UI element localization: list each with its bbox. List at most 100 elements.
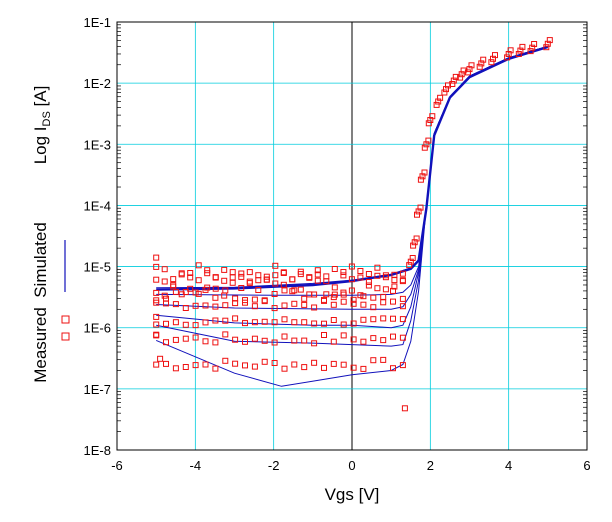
measured-point: [153, 289, 160, 296]
measured-point: [202, 302, 209, 309]
measured-point: [246, 278, 253, 285]
measured-point: [192, 362, 199, 369]
measured-point: [182, 321, 189, 328]
measured-point: [365, 282, 372, 289]
measured-point: [515, 51, 522, 57]
measured-point: [531, 41, 538, 47]
measured-point: [170, 282, 177, 289]
measured-point: [272, 262, 279, 269]
y-tick-label: 1E-2: [84, 76, 111, 91]
measured-point: [468, 62, 475, 69]
measured-point: [301, 364, 308, 371]
measured-point: [410, 242, 417, 249]
measured-point: [172, 301, 179, 308]
measured-point: [340, 321, 347, 328]
measured-point: [399, 270, 406, 277]
measured-point: [306, 291, 313, 298]
measured-point: [271, 291, 278, 297]
y-axis-label-sub: DS: [41, 111, 53, 126]
measured-point: [429, 113, 436, 120]
measured-point: [251, 363, 258, 370]
measured-point: [330, 338, 337, 345]
measured-point: [242, 297, 248, 304]
measured-point: [246, 280, 253, 287]
measured-point: [261, 297, 268, 304]
measured-point: [221, 266, 228, 273]
measured-point: [153, 361, 160, 368]
measured-point: [360, 301, 367, 308]
measured-series: [153, 37, 553, 412]
measured-point: [192, 334, 199, 341]
y-tick-label: 1E-1: [84, 15, 111, 30]
measured-point: [407, 258, 414, 265]
measured-point: [350, 300, 357, 307]
measured-point: [161, 266, 168, 273]
measured-point: [413, 235, 420, 242]
plot-frame: [116, 21, 588, 451]
measured-point: [348, 263, 355, 270]
measured-point: [306, 274, 313, 281]
measured-point: [192, 322, 199, 329]
measured-point: [153, 276, 160, 283]
y-axis-label-main: Log I: [31, 126, 50, 164]
measured-point: [163, 320, 169, 327]
measured-point: [399, 316, 406, 323]
measured-point: [229, 279, 236, 286]
measured-point: [391, 283, 398, 290]
measured-point: [505, 51, 512, 57]
measured-point: [340, 361, 347, 368]
measured-point: [476, 63, 483, 70]
x-tick-label: 4: [505, 458, 512, 473]
measured-point: [546, 37, 553, 44]
measured-point: [323, 273, 330, 280]
measured-point: [153, 297, 160, 304]
measured-point: [330, 317, 337, 323]
measured-point: [182, 335, 189, 342]
measured-point: [330, 360, 337, 367]
measured-point: [153, 313, 160, 320]
measured-point: [492, 52, 498, 59]
measured-point: [153, 332, 160, 339]
measured-point: [311, 359, 318, 366]
measured-point: [350, 336, 357, 343]
measured-point: [380, 337, 387, 344]
simulated-series: [156, 45, 549, 387]
y-tick-label: 1E-8: [84, 443, 111, 458]
measured-point: [187, 285, 194, 292]
measured-point: [370, 357, 377, 364]
measured-point: [238, 270, 245, 277]
measured-point: [301, 337, 308, 344]
measured-point: [251, 303, 258, 310]
measured-point: [202, 361, 209, 368]
measured-point: [365, 271, 372, 277]
measured-point: [415, 208, 422, 215]
measured-point: [401, 405, 408, 412]
measured-point: [311, 340, 318, 347]
measured-point: [229, 274, 236, 281]
measured-point: [507, 47, 514, 54]
measured-point: [374, 264, 381, 271]
measured-point: [251, 319, 258, 326]
measured-point: [182, 305, 189, 311]
measured-point: [370, 294, 377, 301]
measured-point: [163, 360, 169, 367]
measured-point: [357, 292, 364, 299]
measured-point: [421, 169, 428, 176]
measured-point: [314, 277, 321, 284]
measured-point: [242, 338, 248, 345]
measured-point: [153, 263, 160, 270]
measured-point: [232, 360, 239, 367]
measured-point: [391, 277, 398, 284]
y-tick-label: 1E-3: [84, 137, 111, 152]
measured-point: [350, 296, 357, 303]
measured-point: [281, 316, 288, 323]
measured-point: [390, 365, 396, 372]
measured-point: [527, 48, 534, 55]
measured-point: [157, 355, 164, 362]
measured-point: [348, 276, 355, 283]
measured-point: [271, 305, 278, 312]
y-tick-label: 1E-6: [84, 321, 111, 336]
measured-point: [529, 44, 536, 51]
measured-point: [289, 288, 296, 295]
measured-point: [242, 362, 248, 369]
